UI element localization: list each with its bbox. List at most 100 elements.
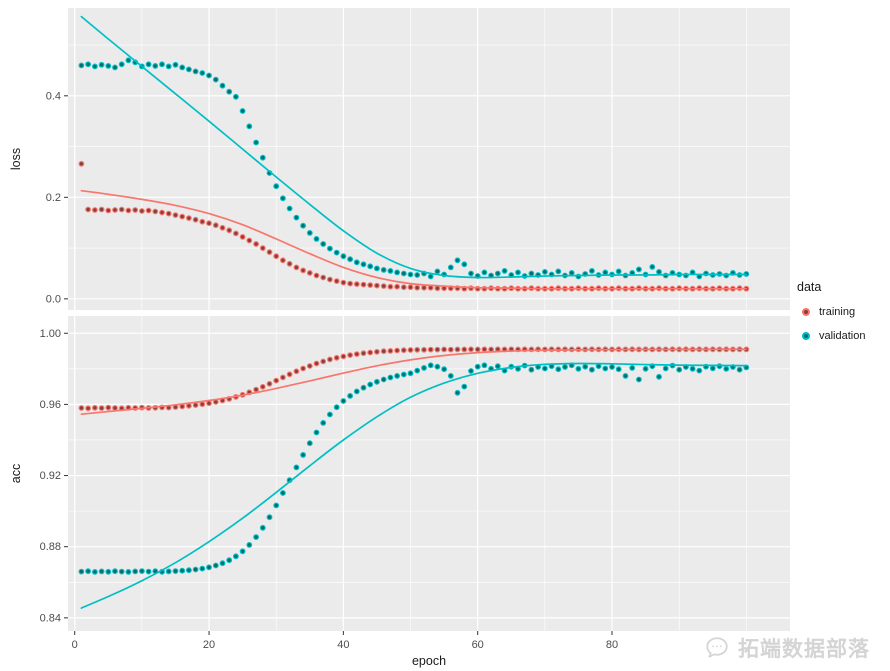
- y-tick-label: 0.4: [46, 90, 61, 102]
- data-point: [239, 233, 246, 240]
- data-point: [367, 263, 374, 270]
- data-point: [434, 363, 441, 370]
- data-point: [736, 366, 743, 373]
- gridlines: [68, 8, 790, 310]
- data-point: [192, 68, 199, 75]
- legend-title: data: [797, 280, 822, 294]
- data-point: [91, 569, 98, 575]
- data-point: [353, 281, 360, 288]
- data-point: [125, 569, 132, 575]
- data-point: [589, 268, 595, 274]
- y-tick-label: 0.92: [40, 470, 61, 482]
- x-axis-title: epoch: [412, 654, 446, 668]
- data-point: [280, 195, 286, 202]
- data-point: [394, 283, 401, 290]
- data-point: [374, 348, 380, 355]
- data-point: [159, 61, 165, 68]
- data-point: [562, 364, 568, 370]
- data-point: [387, 268, 394, 274]
- data-point: [280, 490, 286, 496]
- data-point: [246, 542, 253, 548]
- data-point: [259, 154, 266, 161]
- watermark-text: 拓端数据部落: [738, 638, 870, 661]
- data-point: [98, 405, 105, 412]
- data-point: [320, 241, 327, 247]
- data-point: [414, 367, 421, 374]
- data-point: [145, 61, 152, 68]
- data-point: [636, 376, 642, 383]
- data-point: [615, 268, 622, 275]
- data-point: [494, 270, 501, 277]
- data-point: [602, 269, 609, 276]
- data-point: [232, 93, 239, 100]
- data-point: [259, 383, 266, 390]
- data-point: [226, 88, 233, 95]
- data-point: [165, 63, 172, 70]
- legend-label-training: training: [819, 305, 856, 318]
- data-point: [400, 347, 407, 354]
- data-point: [689, 365, 696, 372]
- data-point: [320, 274, 327, 281]
- watermark: 拓端数据部落: [704, 633, 870, 663]
- data-point: [642, 365, 649, 372]
- data-point: [266, 249, 273, 256]
- y-tick-label: 0.84: [40, 612, 61, 624]
- data-point: [159, 209, 165, 216]
- data-point: [709, 365, 716, 372]
- data-point: [414, 272, 421, 278]
- data-point: [340, 398, 347, 404]
- data-point: [447, 346, 454, 353]
- data-point: [199, 70, 206, 76]
- data-point: [407, 271, 414, 278]
- data-point: [380, 283, 387, 290]
- data-point: [185, 215, 192, 222]
- data-point: [347, 393, 354, 399]
- data-point: [387, 348, 394, 354]
- data-point: [528, 270, 535, 277]
- data-point: [374, 265, 380, 272]
- data-point: [286, 205, 293, 212]
- data-point: [293, 464, 300, 471]
- data-point: [273, 253, 280, 260]
- legend: data training validation: [797, 280, 865, 351]
- data-point: [481, 346, 488, 353]
- data-point: [575, 365, 582, 372]
- data-point: [253, 241, 260, 247]
- data-point: [85, 405, 91, 412]
- data-point: [78, 160, 85, 167]
- data-point: [636, 266, 642, 273]
- points-validation-acc: [78, 362, 750, 575]
- data-point: [468, 346, 474, 353]
- data-point: [347, 280, 354, 287]
- data-point: [367, 349, 374, 356]
- data-point: [360, 261, 367, 268]
- data-point: [306, 440, 313, 447]
- data-point: [172, 212, 179, 219]
- panel-loss: [68, 8, 790, 310]
- y-tick-label: 0.96: [40, 399, 61, 411]
- legend-item-training: training: [797, 303, 865, 320]
- data-point: [98, 61, 105, 68]
- points-validation-loss: [78, 57, 750, 280]
- data-point: [327, 245, 333, 252]
- data-point: [293, 368, 300, 375]
- data-point: [192, 566, 199, 573]
- data-point: [340, 279, 347, 286]
- data-point: [253, 386, 260, 393]
- data-point: [185, 567, 192, 574]
- validation-point-icon: [797, 327, 814, 344]
- data-point: [232, 230, 239, 237]
- data-point: [91, 63, 98, 70]
- data-point: [112, 207, 118, 213]
- data-point: [239, 108, 246, 114]
- y-tick-label: 0.0: [46, 293, 61, 305]
- data-point: [400, 270, 407, 277]
- data-point: [306, 363, 313, 369]
- data-point: [427, 346, 434, 353]
- data-point: [132, 207, 139, 213]
- x-tick-label: 80: [606, 639, 618, 651]
- data-point: [273, 183, 280, 190]
- data-point: [206, 564, 212, 571]
- data-point: [387, 283, 394, 290]
- data-point: [622, 373, 629, 379]
